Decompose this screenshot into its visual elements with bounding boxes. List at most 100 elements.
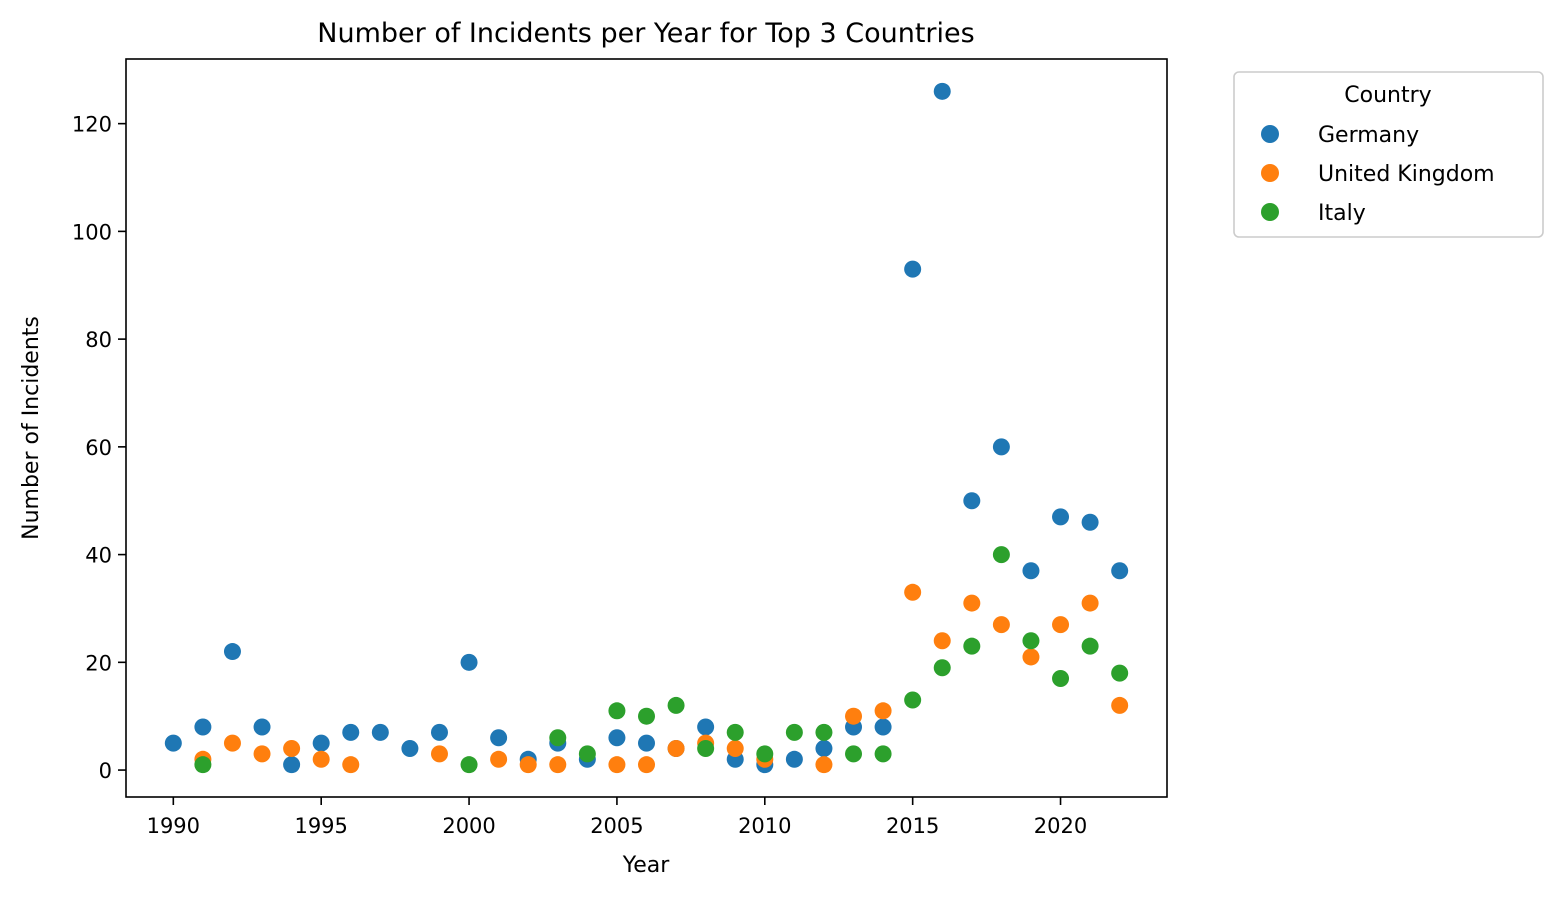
data-point [697,740,715,758]
data-point [460,653,478,671]
data-point [638,707,655,725]
y-axis-label: Number of Incidents [19,316,44,540]
data-point [638,734,655,752]
data-point [1081,594,1099,612]
data-point [460,756,478,774]
x-tick-label: 2000 [442,814,495,838]
data-point [430,723,448,741]
data-point [815,756,833,774]
data-point [904,583,922,601]
data-point [401,740,419,758]
chart-title: Number of Incidents per Year for Top 3 C… [317,18,974,49]
x-tick-label: 2015 [886,814,939,838]
data-point [371,723,389,741]
data-point [638,756,655,774]
data-point [815,723,833,741]
data-point [283,740,301,758]
plot-frame [125,58,1168,798]
data-point [963,492,981,510]
x-tick-label: 2010 [738,814,791,838]
x-tick-label: 2020 [1034,814,1087,838]
data-point [223,643,241,661]
data-point [578,745,596,763]
data-point [1111,696,1129,714]
y-tick-label: 120 [72,113,112,137]
data-point [874,745,892,763]
data-point [194,718,212,736]
data-point [845,745,863,763]
legend-box [1233,71,1544,238]
data-point [519,756,537,774]
data-point [726,740,744,758]
data-point [963,637,981,655]
y-tick-label: 60 [85,436,112,460]
data-point [667,696,685,714]
data-point [904,691,922,709]
data-point [312,734,330,752]
y-tick-label: 40 [85,544,112,568]
data-point [992,438,1010,456]
legend-marker [1261,164,1279,182]
data-point [1022,632,1040,650]
x-axis-label: Year [622,853,671,878]
legend-label: Italy [1318,201,1366,226]
data-point [1022,562,1040,580]
data-point [1022,648,1040,666]
data-point [1052,669,1070,687]
data-point [1111,664,1129,682]
legend: Country Germany United Kingdom Italy [1233,71,1544,238]
data-point [253,745,271,763]
x-axis: 1990 1995 2000 2005 2010 2015 2020 [147,797,1087,838]
data-point [756,745,774,763]
data-point [430,745,448,763]
data-point [815,740,833,758]
data-point [342,756,360,774]
y-tick-label: 20 [85,651,112,675]
data-point [874,718,892,736]
data-point [963,594,981,612]
x-tick-label: 1995 [294,814,347,838]
data-point [785,750,803,768]
y-tick-label: 100 [72,220,112,244]
legend-title: Country [1344,83,1431,108]
data-point [933,82,951,100]
data-point [1111,562,1129,580]
data-point [490,729,508,747]
data-point [992,546,1010,564]
legend-entries: Germany United Kingdom Italy [1261,123,1495,226]
data-point [164,734,182,752]
data-point [342,723,360,741]
data-point [549,729,567,747]
data-point [1052,508,1070,526]
x-tick-label: 1990 [147,814,200,838]
data-point [253,718,271,736]
data-point [785,723,803,741]
data-point [697,718,715,736]
legend-label: Germany [1318,123,1419,148]
data-point [845,707,863,725]
series-italy [194,546,1129,774]
data-point [992,616,1010,634]
y-tick-label: 0 [99,759,112,783]
data-point [933,659,951,677]
x-tick-label: 2005 [590,814,643,838]
legend-marker [1261,125,1279,143]
data-point [312,750,330,768]
data-point [608,702,626,720]
data-point [608,756,626,774]
data-point [667,740,685,758]
data-point [608,729,626,747]
legend-marker [1261,203,1279,221]
data-point [904,260,922,278]
data-point [1081,637,1099,655]
data-point [549,756,567,774]
data-points [164,82,1129,774]
data-point [283,756,301,774]
data-point [490,750,508,768]
data-point [874,702,892,720]
data-point [933,632,951,650]
data-point [194,756,212,774]
y-tick-label: 80 [85,328,112,352]
data-point [1081,513,1099,531]
